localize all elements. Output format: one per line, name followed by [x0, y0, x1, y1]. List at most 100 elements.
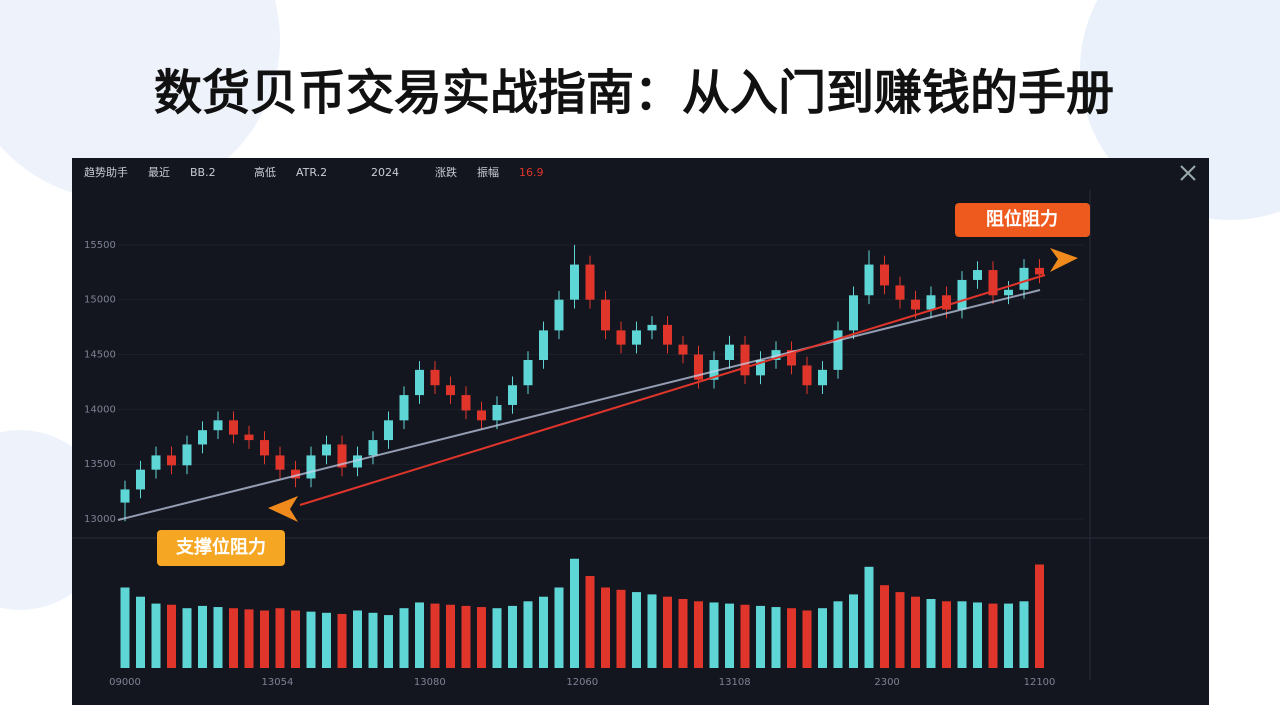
volume-bar [306, 611, 316, 668]
volume-bar [430, 603, 440, 668]
bg-blob [0, 0, 280, 200]
y-tick-label: 15000 [84, 295, 116, 306]
candle-body [926, 295, 936, 310]
candle-body [709, 360, 719, 380]
volume-bar [167, 604, 176, 668]
volume-bar [802, 610, 812, 668]
volume-bar [911, 596, 920, 668]
toolbar: 趋势助手 最近 BB.2 高低 ATR.2 2024 涨跌 振幅 16.9 [84, 165, 544, 179]
candle-body [229, 420, 238, 435]
candle-body [322, 444, 331, 456]
candle-body [120, 489, 130, 503]
volume-bar [446, 604, 455, 668]
candle-body [833, 330, 843, 370]
volume-bar [740, 604, 750, 668]
toolbar-item: BB.2 [190, 166, 216, 179]
toolbar-item: 趋势助手 [84, 165, 128, 179]
candle-body [554, 299, 564, 331]
volume-bar [601, 587, 610, 668]
candle-body [694, 354, 703, 380]
candle-body [988, 270, 998, 296]
volume-bar [353, 610, 362, 668]
volume-bar [725, 603, 734, 668]
volume-bar [260, 610, 269, 668]
volume-bar [1004, 603, 1013, 668]
volume-bar [849, 594, 858, 668]
candle-body [213, 420, 223, 431]
annotation-box [955, 203, 1090, 237]
volume-bar [120, 587, 130, 668]
candle-body [942, 295, 951, 310]
candle-body [151, 455, 161, 470]
candle-body [368, 440, 378, 456]
x-tick-label: 12060 [566, 677, 598, 688]
volume-bar [1035, 564, 1044, 668]
volume-bar [461, 605, 471, 668]
candle-body [415, 369, 424, 396]
y-tick-label: 13500 [84, 459, 116, 470]
y-tick-label: 15500 [84, 240, 116, 251]
candle-body [523, 360, 533, 386]
candle-body [895, 285, 905, 300]
close-button[interactable] [1180, 165, 1196, 181]
candle-body [384, 420, 393, 441]
volume-bar [756, 605, 765, 668]
volume-bar [136, 596, 145, 668]
candle-body [911, 299, 920, 310]
candle-body [756, 360, 765, 376]
annotation-box [157, 530, 285, 566]
volume-bar [694, 601, 703, 668]
toolbar-item: 振幅 [477, 165, 499, 179]
volume-bar [973, 602, 982, 668]
volume-bar [291, 610, 300, 668]
toolbar-item: 涨跌 [435, 165, 457, 179]
volume-bar [895, 592, 905, 668]
volume-bar [926, 599, 936, 668]
annotation-arrow [1050, 248, 1078, 272]
candle-body [802, 365, 812, 386]
ma-line [117, 289, 1041, 521]
volume-bar [322, 612, 331, 668]
volume-bar [523, 601, 533, 668]
candle-body [275, 455, 285, 470]
volume-bar [399, 608, 409, 668]
candle-body [477, 410, 486, 421]
candle-body [492, 404, 502, 421]
volume-bar [787, 608, 796, 668]
candle-body [957, 279, 967, 310]
volume-bar [275, 608, 285, 668]
candle-body [1019, 267, 1029, 290]
volume-bar [709, 602, 719, 668]
candle-body [1004, 289, 1013, 296]
volume-bar [678, 599, 688, 668]
candle-body [260, 440, 269, 456]
candle-body [337, 444, 347, 468]
candle-body [136, 469, 145, 490]
candle-body [632, 330, 641, 345]
x-tick-label: 13108 [719, 677, 751, 688]
x-tick-label: 12100 [1024, 677, 1056, 688]
candle-body [182, 444, 192, 466]
candle-body [725, 344, 734, 360]
candle-body [244, 434, 254, 441]
volume-bar [957, 601, 967, 668]
volume-bar [384, 615, 393, 668]
close-icon[interactable] [1180, 165, 1196, 181]
y-tick-label: 14500 [84, 350, 116, 361]
candle-body [446, 385, 455, 396]
candle-body [973, 270, 982, 280]
candle-body [167, 455, 176, 466]
volume-bar [492, 608, 502, 668]
x-tick-label: 09000 [109, 677, 141, 688]
toolbar-item: 16.9 [519, 166, 544, 179]
volume-bar [213, 607, 223, 668]
volume-bar [663, 596, 672, 668]
volume-bar [151, 603, 161, 668]
volume-bar [244, 609, 254, 668]
volume-bar [539, 596, 548, 668]
volume-bar [368, 612, 378, 668]
y-tick-label: 14000 [84, 404, 116, 415]
candle-body [1035, 267, 1044, 275]
candle-body [601, 299, 610, 331]
